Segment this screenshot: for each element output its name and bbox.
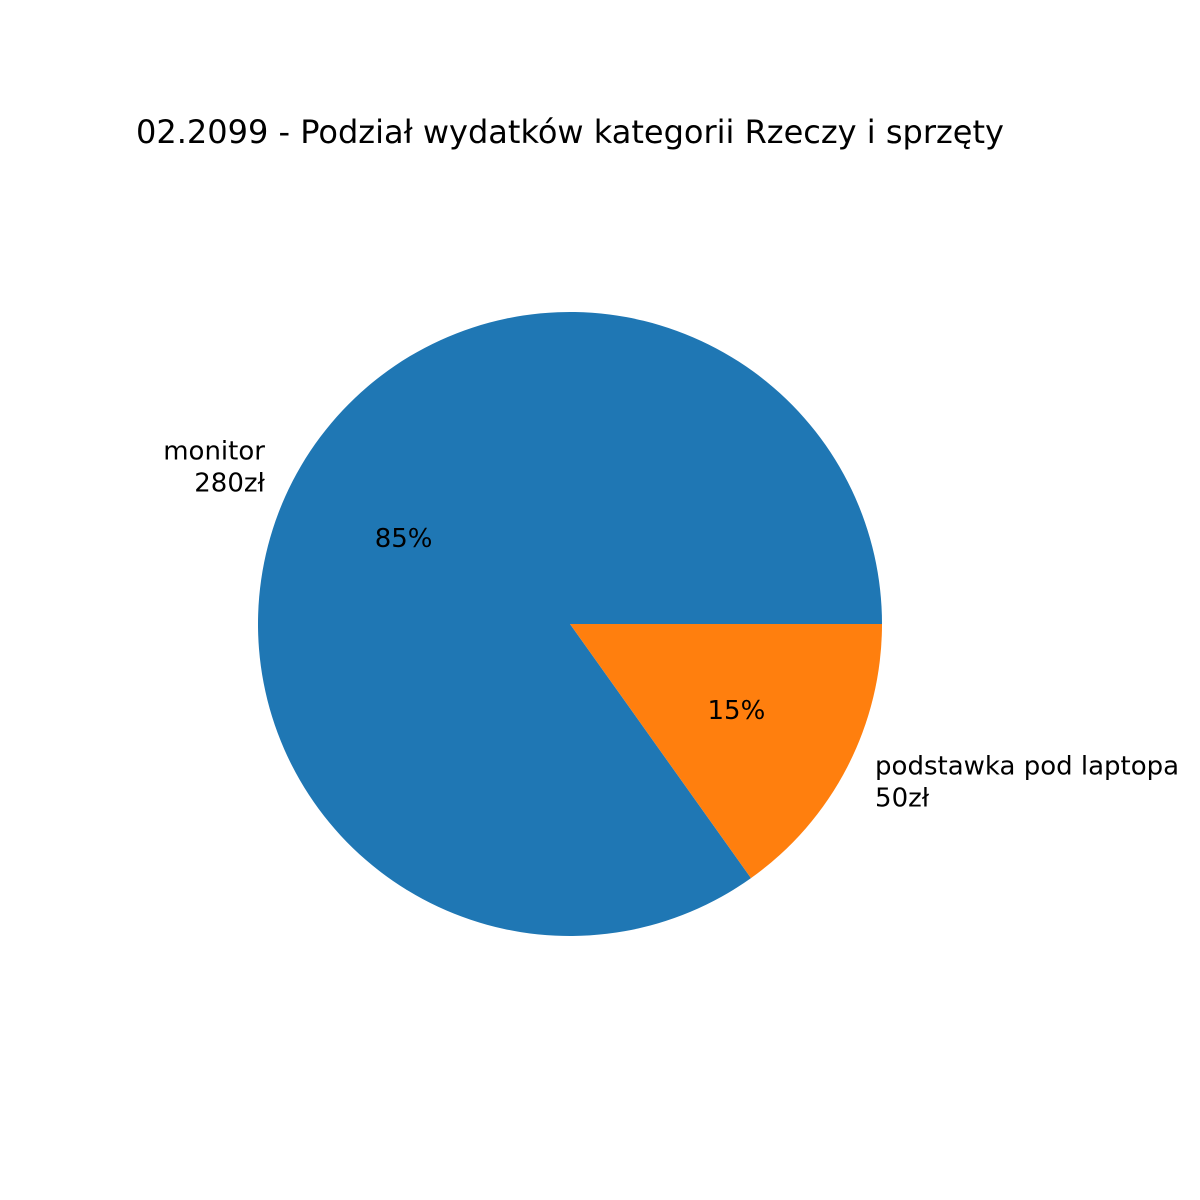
percent-label: 15% bbox=[707, 696, 765, 726]
pie-slices bbox=[257, 312, 882, 936]
slice-label: monitor 280zł bbox=[163, 437, 265, 499]
slice-label: podstawka pod laptopa 50zł bbox=[875, 751, 1179, 813]
chart-title: 02.2099 - Podział wydatków kategorii Rze… bbox=[136, 113, 1004, 151]
slice-name: monitor bbox=[163, 437, 265, 467]
pie-slice-podstawka-pod-laptopa bbox=[570, 624, 882, 879]
pie-labels: 85% monitor 280zł 15% podstawka pod laptopa 5… bbox=[163, 437, 1179, 814]
slice-name: podstawka pod laptopa bbox=[875, 751, 1179, 781]
slice-value: 50zł bbox=[875, 783, 930, 813]
slice-value: 280zł bbox=[194, 469, 265, 499]
percent-label: 85% bbox=[375, 524, 433, 554]
